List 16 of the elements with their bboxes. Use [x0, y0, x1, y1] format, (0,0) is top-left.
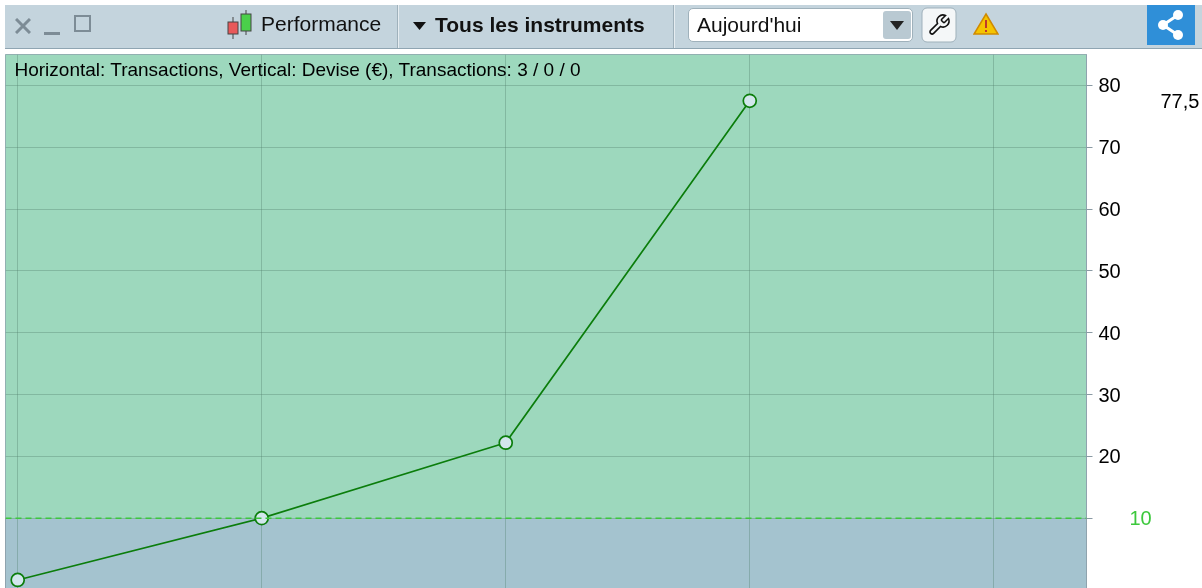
ref-line-label: 10 [1129, 507, 1152, 530]
point [742, 93, 758, 109]
point [498, 435, 514, 451]
text: Tous les instruments [435, 13, 645, 36]
point [10, 572, 26, 588]
text: Performance [261, 12, 382, 35]
y-tick-label: 30 [1098, 383, 1121, 406]
y-tick-label: 20 [1098, 445, 1121, 468]
y-tick-label: 40 [1098, 321, 1121, 344]
text: 77,5 [1160, 89, 1200, 112]
y-tick-label: 60 [1098, 198, 1121, 221]
y-tick-label: 80 [1098, 74, 1121, 97]
y-tick-label: 70 [1098, 136, 1121, 159]
y-tick-label: 50 [1098, 259, 1121, 282]
chart-title: Horizontal: Transactions, Vertical: Devise (€), Transactions: 3 / 0 / 0 [14, 58, 581, 80]
text: Aujourd'hui [697, 13, 802, 36]
